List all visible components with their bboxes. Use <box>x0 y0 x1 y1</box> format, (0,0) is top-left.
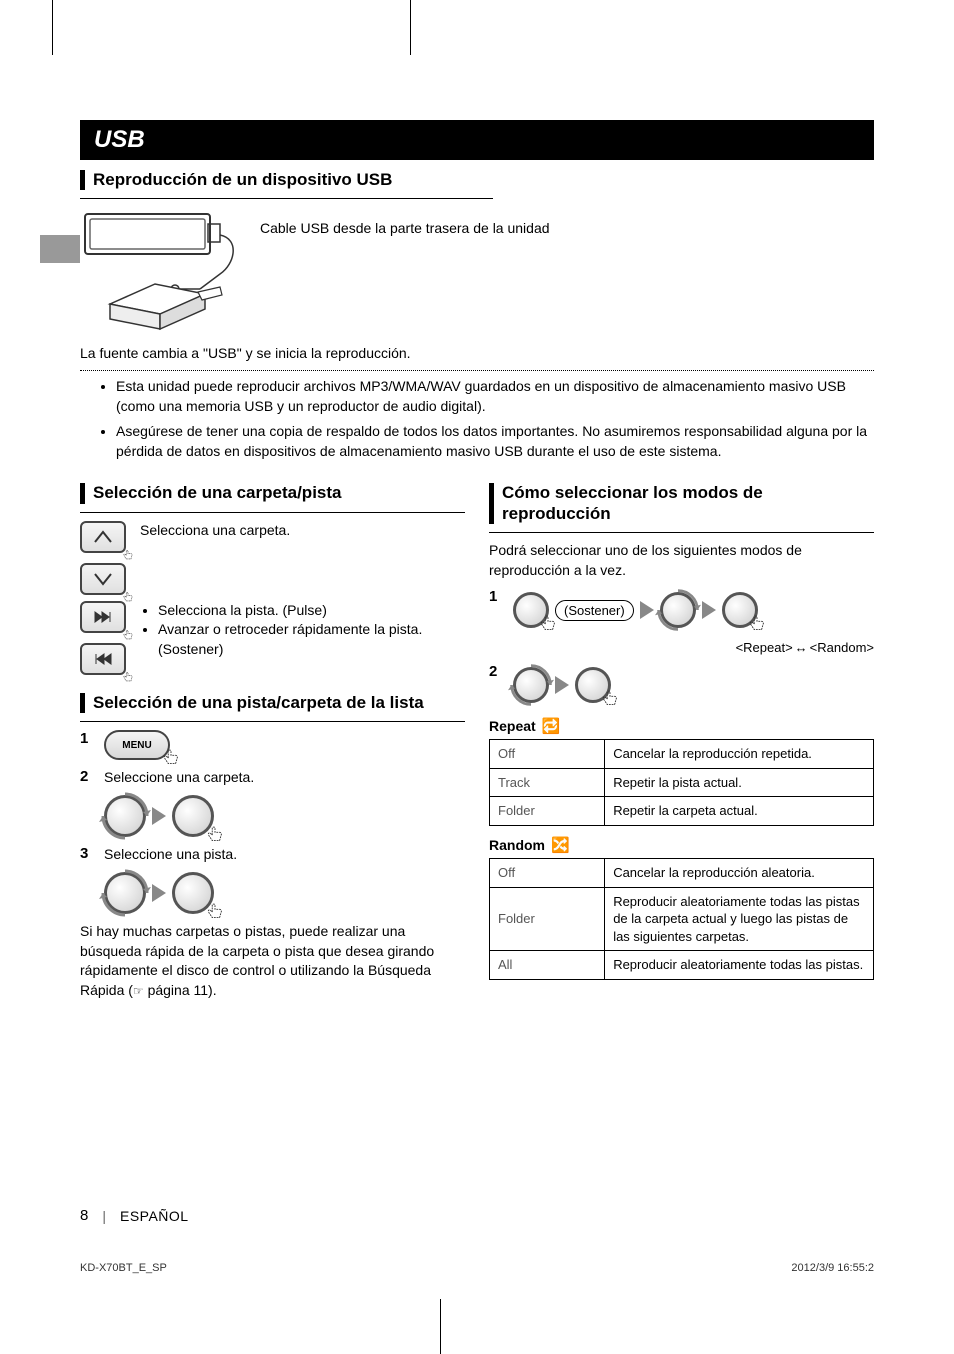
footer-language: ESPAÑOL <box>120 1208 189 1224</box>
divider <box>489 532 874 533</box>
press-hand-icon <box>746 614 768 636</box>
divider <box>80 512 465 513</box>
play-modes-intro: Podrá seleccionar uno de los siguientes … <box>489 541 874 580</box>
table-row: OffCancelar la reproducción repetida. <box>490 740 874 769</box>
menu-button[interactable]: MENU <box>104 730 170 760</box>
section-playback-title: Reproducción de un dispositivo USB <box>93 170 493 190</box>
table-row: TrackRepetir la pista actual. <box>490 768 874 797</box>
imprint-row: KD-X70BT_E_SP 2012/3/9 16:55:2 <box>80 1262 874 1274</box>
control-knob-rotate[interactable] <box>660 592 696 628</box>
page-title: USB <box>94 126 860 154</box>
track-select-text: Selecciona la pista. (Pulse) <box>158 601 465 621</box>
random-table-title: Random 🔀 <box>489 836 874 854</box>
table-row: AllReproducir aleatoriamente todas las p… <box>490 951 874 980</box>
press-hand-icon <box>118 629 138 643</box>
press-hand-icon <box>204 825 226 847</box>
arrow-right-icon <box>702 601 716 619</box>
doc-code: KD-X70BT_E_SP <box>80 1262 167 1274</box>
step-number: 1 <box>489 588 503 605</box>
side-tab <box>40 235 80 263</box>
step-number: 2 <box>489 663 503 680</box>
step-number: 2 <box>80 768 94 785</box>
title-bar: USB <box>80 120 874 160</box>
press-hand-icon <box>118 671 138 685</box>
section-select-folder-heading: Selección de una carpeta/pista <box>80 483 465 503</box>
usb-device-diagram <box>80 209 250 334</box>
repeat-table-title: Repeat 🔁 <box>489 717 874 735</box>
table-row: FolderReproducir aleatoriamente todas la… <box>490 887 874 951</box>
usb-cable-caption: Cable USB desde la parte trasera de la u… <box>260 219 550 238</box>
menu-label: MENU <box>122 740 151 751</box>
divider <box>80 721 465 722</box>
section-playback-heading: Reproducción de un dispositivo USB <box>80 170 493 190</box>
step-number: 3 <box>80 845 94 862</box>
press-hand-icon <box>160 748 182 770</box>
playback-notes: Esta unidad puede reproducir archivos MP… <box>90 377 874 461</box>
bidirectional-arrow-icon <box>793 640 810 655</box>
source-change-text: La fuente cambia a "USB" y se inicia la … <box>80 344 874 364</box>
table-row: FolderRepetir la carpeta actual. <box>490 797 874 826</box>
page-footer: 8 | ESPAÑOL <box>80 1207 874 1224</box>
section-title: Selección de una carpeta/pista <box>93 483 465 503</box>
repeat-options-table: OffCancelar la reproducción repetida. Tr… <box>489 739 874 826</box>
repeat-icon: 🔁 <box>542 717 561 735</box>
press-hand-icon <box>599 689 621 711</box>
doc-timestamp: 2012/3/9 16:55:2 <box>791 1262 874 1274</box>
note-item: Asegúrese de tener una copia de respaldo… <box>116 422 874 461</box>
table-row: OffCancelar la reproducción aleatoria. <box>490 858 874 887</box>
folder-up-button[interactable] <box>80 521 126 553</box>
press-hand-icon <box>204 902 226 924</box>
section-title: Selección de una pista/carpeta de la lis… <box>93 693 465 713</box>
track-prev-button[interactable] <box>80 643 126 675</box>
arrow-right-icon <box>152 884 166 902</box>
control-knob-rotate[interactable] <box>104 795 146 837</box>
shuffle-icon: 🔀 <box>551 836 570 854</box>
step2-text: Seleccione una carpeta. <box>104 768 254 787</box>
section-select-list-heading: Selección de una pista/carpeta de la lis… <box>80 693 465 713</box>
step-number: 1 <box>80 730 94 747</box>
control-knob-rotate[interactable] <box>513 667 549 703</box>
folder-select-text: Selecciona una carpeta. <box>140 521 290 541</box>
step3-text: Seleccione una pista. <box>104 845 237 864</box>
arrow-right-icon <box>640 601 654 619</box>
divider <box>80 198 493 199</box>
page-ref-icon: ☞ <box>133 984 144 998</box>
repeat-random-toggle: <Repeat><Random> <box>489 640 874 655</box>
arrow-right-icon <box>152 807 166 825</box>
track-next-button[interactable] <box>80 601 126 633</box>
track-ffrw-text: Avanzar o retroceder rápidamente la pist… <box>158 620 465 659</box>
page-number: 8 <box>80 1207 88 1224</box>
section-title: Cómo seleccionar los modos de reproducci… <box>502 483 874 524</box>
note-item: Esta unidad puede reproducir archivos MP… <box>116 377 874 416</box>
section-play-modes-heading: Cómo seleccionar los modos de reproducci… <box>489 483 874 524</box>
press-hand-icon <box>118 549 138 563</box>
random-options-table: OffCancelar la reproducción aleatoria. F… <box>489 858 874 980</box>
footer-separator: | <box>102 1208 106 1224</box>
control-knob-rotate[interactable] <box>104 872 146 914</box>
folder-down-button[interactable] <box>80 563 126 595</box>
press-hand-icon <box>537 614 559 636</box>
dotted-divider <box>80 370 874 371</box>
arrow-right-icon <box>555 676 569 694</box>
quick-search-note: Si hay muchas carpetas o pistas, puede r… <box>80 922 465 1000</box>
hold-label: (Sostener) <box>555 600 634 621</box>
